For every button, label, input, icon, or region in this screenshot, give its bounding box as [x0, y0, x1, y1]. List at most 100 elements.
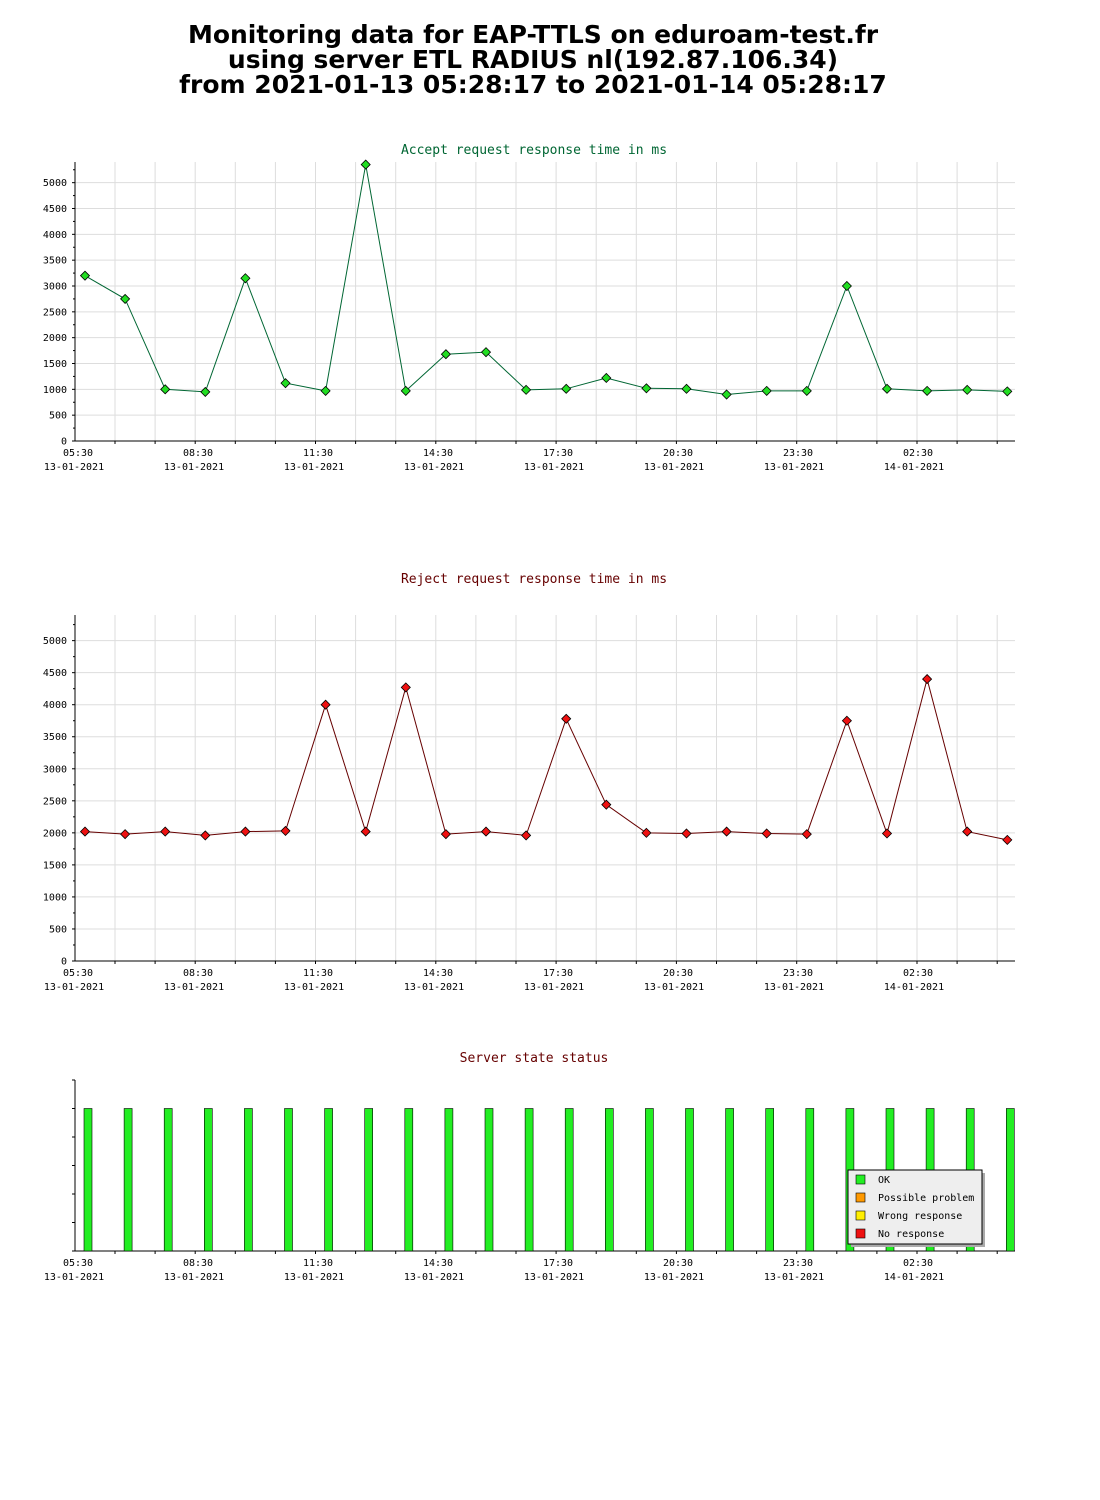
status-bar: [645, 1108, 654, 1252]
x-tick-label-time: 20:30: [663, 1258, 693, 1269]
data-point: [801, 385, 812, 396]
x-tick-label-time: 23:30: [783, 968, 813, 979]
status-bar: [284, 1108, 293, 1252]
data-point: [160, 384, 171, 395]
status-bar: [524, 1108, 534, 1252]
data-point: [881, 383, 893, 394]
legend-label: No response: [878, 1229, 944, 1240]
y-tick-label: 3500: [43, 256, 67, 267]
page-title-line-1: Monitoring data for EAP-TTLS on eduroam-…: [187, 20, 879, 49]
x-tick-label-time: 23:30: [783, 1258, 813, 1269]
status-bar: [484, 1108, 494, 1252]
x-tick-label-date: 13-01-2021: [284, 462, 344, 473]
x-tick-label-date: 13-01-2021: [404, 462, 464, 473]
chart-title: Accept request response time in ms: [401, 143, 667, 158]
legend: [847, 1169, 983, 1245]
data-point: [400, 385, 411, 396]
x-tick-label-date: 13-01-2021: [524, 1272, 584, 1283]
data-point: [801, 829, 812, 840]
line-chart-1: Reject request response time in ms 0 500 10…: [43, 572, 1015, 993]
data-point: [962, 826, 973, 837]
data-point: [841, 280, 852, 292]
legend-swatch: [855, 1228, 866, 1239]
data-point: [240, 273, 251, 284]
x-tick-label-time: 02:30: [903, 448, 933, 459]
chart-title: Reject request response time in ms: [401, 572, 667, 587]
chart-title: Server state status: [460, 1051, 609, 1066]
y-tick-label: 2500: [43, 307, 67, 318]
data-point: [79, 270, 91, 281]
data-point: [681, 828, 692, 839]
legend-label: Wrong response: [878, 1211, 962, 1222]
legend-swatch: [855, 1210, 866, 1221]
y-tick-label: 2000: [43, 828, 67, 839]
x-tick-label-date: 14-01-2021: [884, 982, 944, 993]
x-tick-label-time: 11:30: [303, 968, 333, 979]
data-point: [79, 826, 91, 837]
data-point: [120, 293, 131, 304]
x-tick-label-date: 13-01-2021: [164, 1272, 224, 1283]
x-tick-label-date: 13-01-2021: [284, 1272, 344, 1283]
y-tick-label: 0: [61, 437, 67, 448]
y-tick-label: 500: [49, 924, 67, 935]
y-tick-label: 3000: [43, 282, 67, 293]
data-point: [280, 825, 291, 836]
status-bar: [685, 1108, 694, 1252]
x-tick-label-time: 05:30: [63, 968, 93, 979]
x-tick-label-date: 13-01-2021: [524, 462, 584, 473]
status-bar: [204, 1108, 213, 1252]
grid: [75, 615, 1015, 961]
x-tick-label-date: 13-01-2021: [284, 982, 344, 993]
series-line: [84, 677, 1008, 841]
status-bar: [725, 1108, 734, 1252]
x-tick-label-time: 08:30: [183, 448, 213, 459]
data-point: [320, 699, 331, 710]
data-point: [400, 682, 411, 693]
data-point: [160, 826, 171, 837]
x-tick-label-time: 14:30: [423, 448, 453, 459]
data-point: [240, 826, 251, 837]
x-tick-label-date: 13-01-2021: [524, 982, 584, 993]
y-tick-label: 3000: [43, 764, 67, 775]
status-bar: [805, 1108, 815, 1252]
status-bar: [564, 1108, 574, 1252]
x-tick-label-time: 08:30: [183, 1258, 213, 1269]
x-tick-label-date: 13-01-2021: [764, 982, 824, 993]
x-tick-label-date: 13-01-2021: [404, 982, 464, 993]
y-tick-label: 5000: [43, 178, 67, 189]
status-bar: [364, 1108, 374, 1252]
legend-label: Possible problem: [878, 1193, 974, 1204]
y-tick-label: 1000: [43, 892, 67, 903]
x-tick-label-date: 13-01-2021: [164, 462, 224, 473]
data-point: [120, 829, 131, 840]
data-point: [200, 830, 211, 841]
status-chart-2: Server state status 05:30 13-01-2021 08:30 1…: [44, 1051, 1015, 1283]
x-tick-label-date: 13-01-2021: [164, 982, 224, 993]
x-tick-label-date: 13-01-2021: [764, 1272, 824, 1283]
x-tick-label-date: 13-01-2021: [44, 982, 104, 993]
data-point: [601, 372, 612, 384]
page-title-line-3: from 2021-01-13 05:28:17 to 2021-01-14 0…: [179, 70, 887, 99]
data-point: [1002, 386, 1013, 397]
data-point: [681, 383, 692, 394]
status-bar: [765, 1108, 775, 1252]
y-tick-label: 2000: [43, 333, 67, 344]
grid: [75, 162, 1015, 441]
x-tick-label-date: 13-01-2021: [644, 462, 704, 473]
x-tick-label-time: 20:30: [663, 968, 693, 979]
y-tick-label: 4000: [43, 230, 67, 241]
data-point: [360, 826, 371, 837]
data-point: [841, 715, 852, 726]
data-point: [521, 830, 532, 841]
data-point: [641, 827, 652, 838]
y-tick-label: 500: [49, 411, 67, 422]
status-bar: [163, 1108, 173, 1252]
data-point: [561, 383, 572, 394]
x-tick-label-time: 11:30: [303, 448, 333, 459]
data-point: [561, 713, 572, 724]
x-tick-label-time: 05:30: [63, 448, 93, 459]
data-point: [280, 378, 291, 389]
data-point: [440, 829, 451, 840]
x-tick-label-time: 17:30: [543, 448, 573, 459]
